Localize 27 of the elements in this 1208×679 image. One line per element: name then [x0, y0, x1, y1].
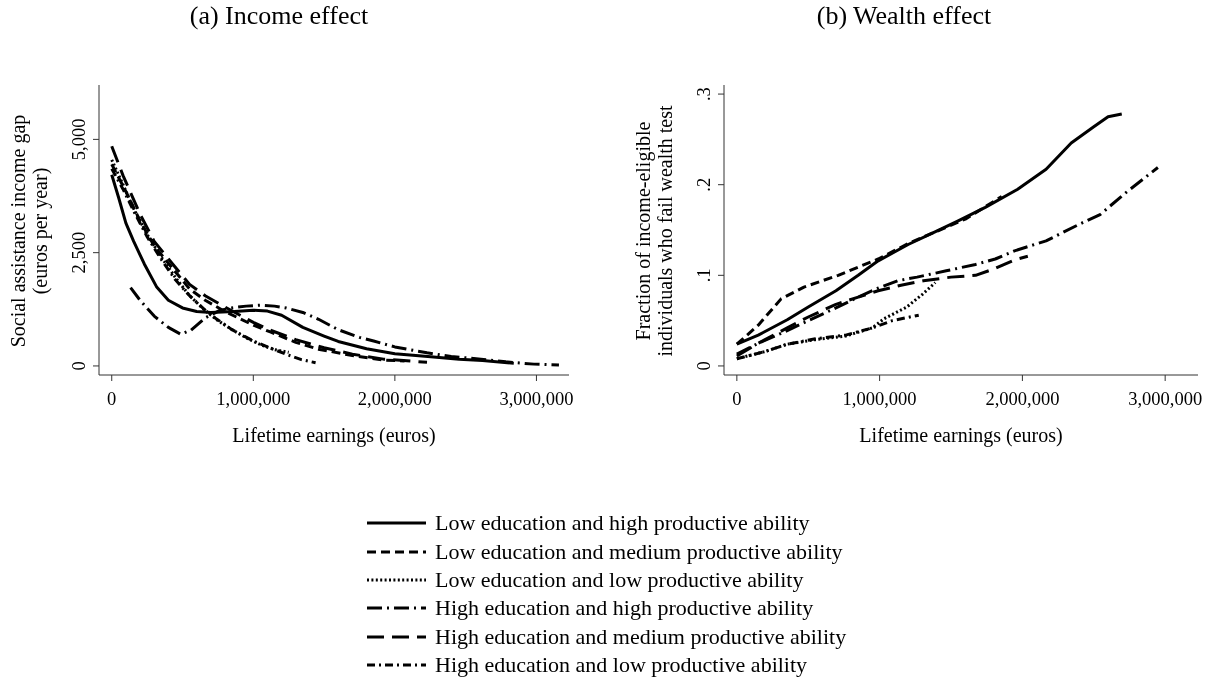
chart-title: (a) Income effect [189, 1, 369, 30]
x-tick-label: 2,000,000 [357, 389, 432, 409]
x-tick-label: 1,000,000 [842, 389, 917, 409]
x-tick-label: 2,000,000 [985, 389, 1060, 409]
legend-label: Low education and medium productive ability [435, 538, 843, 564]
chart-title: (b) Wealth effect [816, 1, 992, 30]
y-tick-label: 2,500 [69, 231, 89, 274]
y-tick-label: .2 [694, 177, 714, 192]
legend-label: High education and high productive ability [435, 595, 814, 621]
x-tick-label: 3,000,000 [1128, 389, 1203, 409]
y-tick-label: 0 [69, 361, 89, 371]
y-tick-label: .1 [694, 268, 714, 283]
y-tick-label: 0 [694, 361, 714, 371]
y-tick-label: .3 [694, 87, 714, 101]
x-tick-label: 1,000,000 [216, 389, 291, 409]
y-axis-title: Fraction of income-eligible individuals who fail wealth test [632, 105, 676, 357]
legend-label: High education and medium productive ability [435, 623, 847, 649]
x-tick-label: 0 [732, 389, 742, 409]
x-tick-label: 0 [107, 389, 117, 409]
y-axis-title: Social assistance income gap (euros per year) [7, 114, 51, 348]
x-axis-title: Lifetime earnings (euros) [859, 424, 1063, 446]
x-tick-label: 3,000,000 [499, 389, 574, 409]
legend-label: Low education and high productive ability [435, 510, 810, 536]
x-axis-title: Lifetime earnings (euros) [232, 424, 436, 446]
legend-label: High education and low productive ability [435, 652, 808, 678]
y-tick-label: 5,000 [69, 118, 89, 161]
legend-label: Low education and low productive ability [435, 566, 804, 592]
